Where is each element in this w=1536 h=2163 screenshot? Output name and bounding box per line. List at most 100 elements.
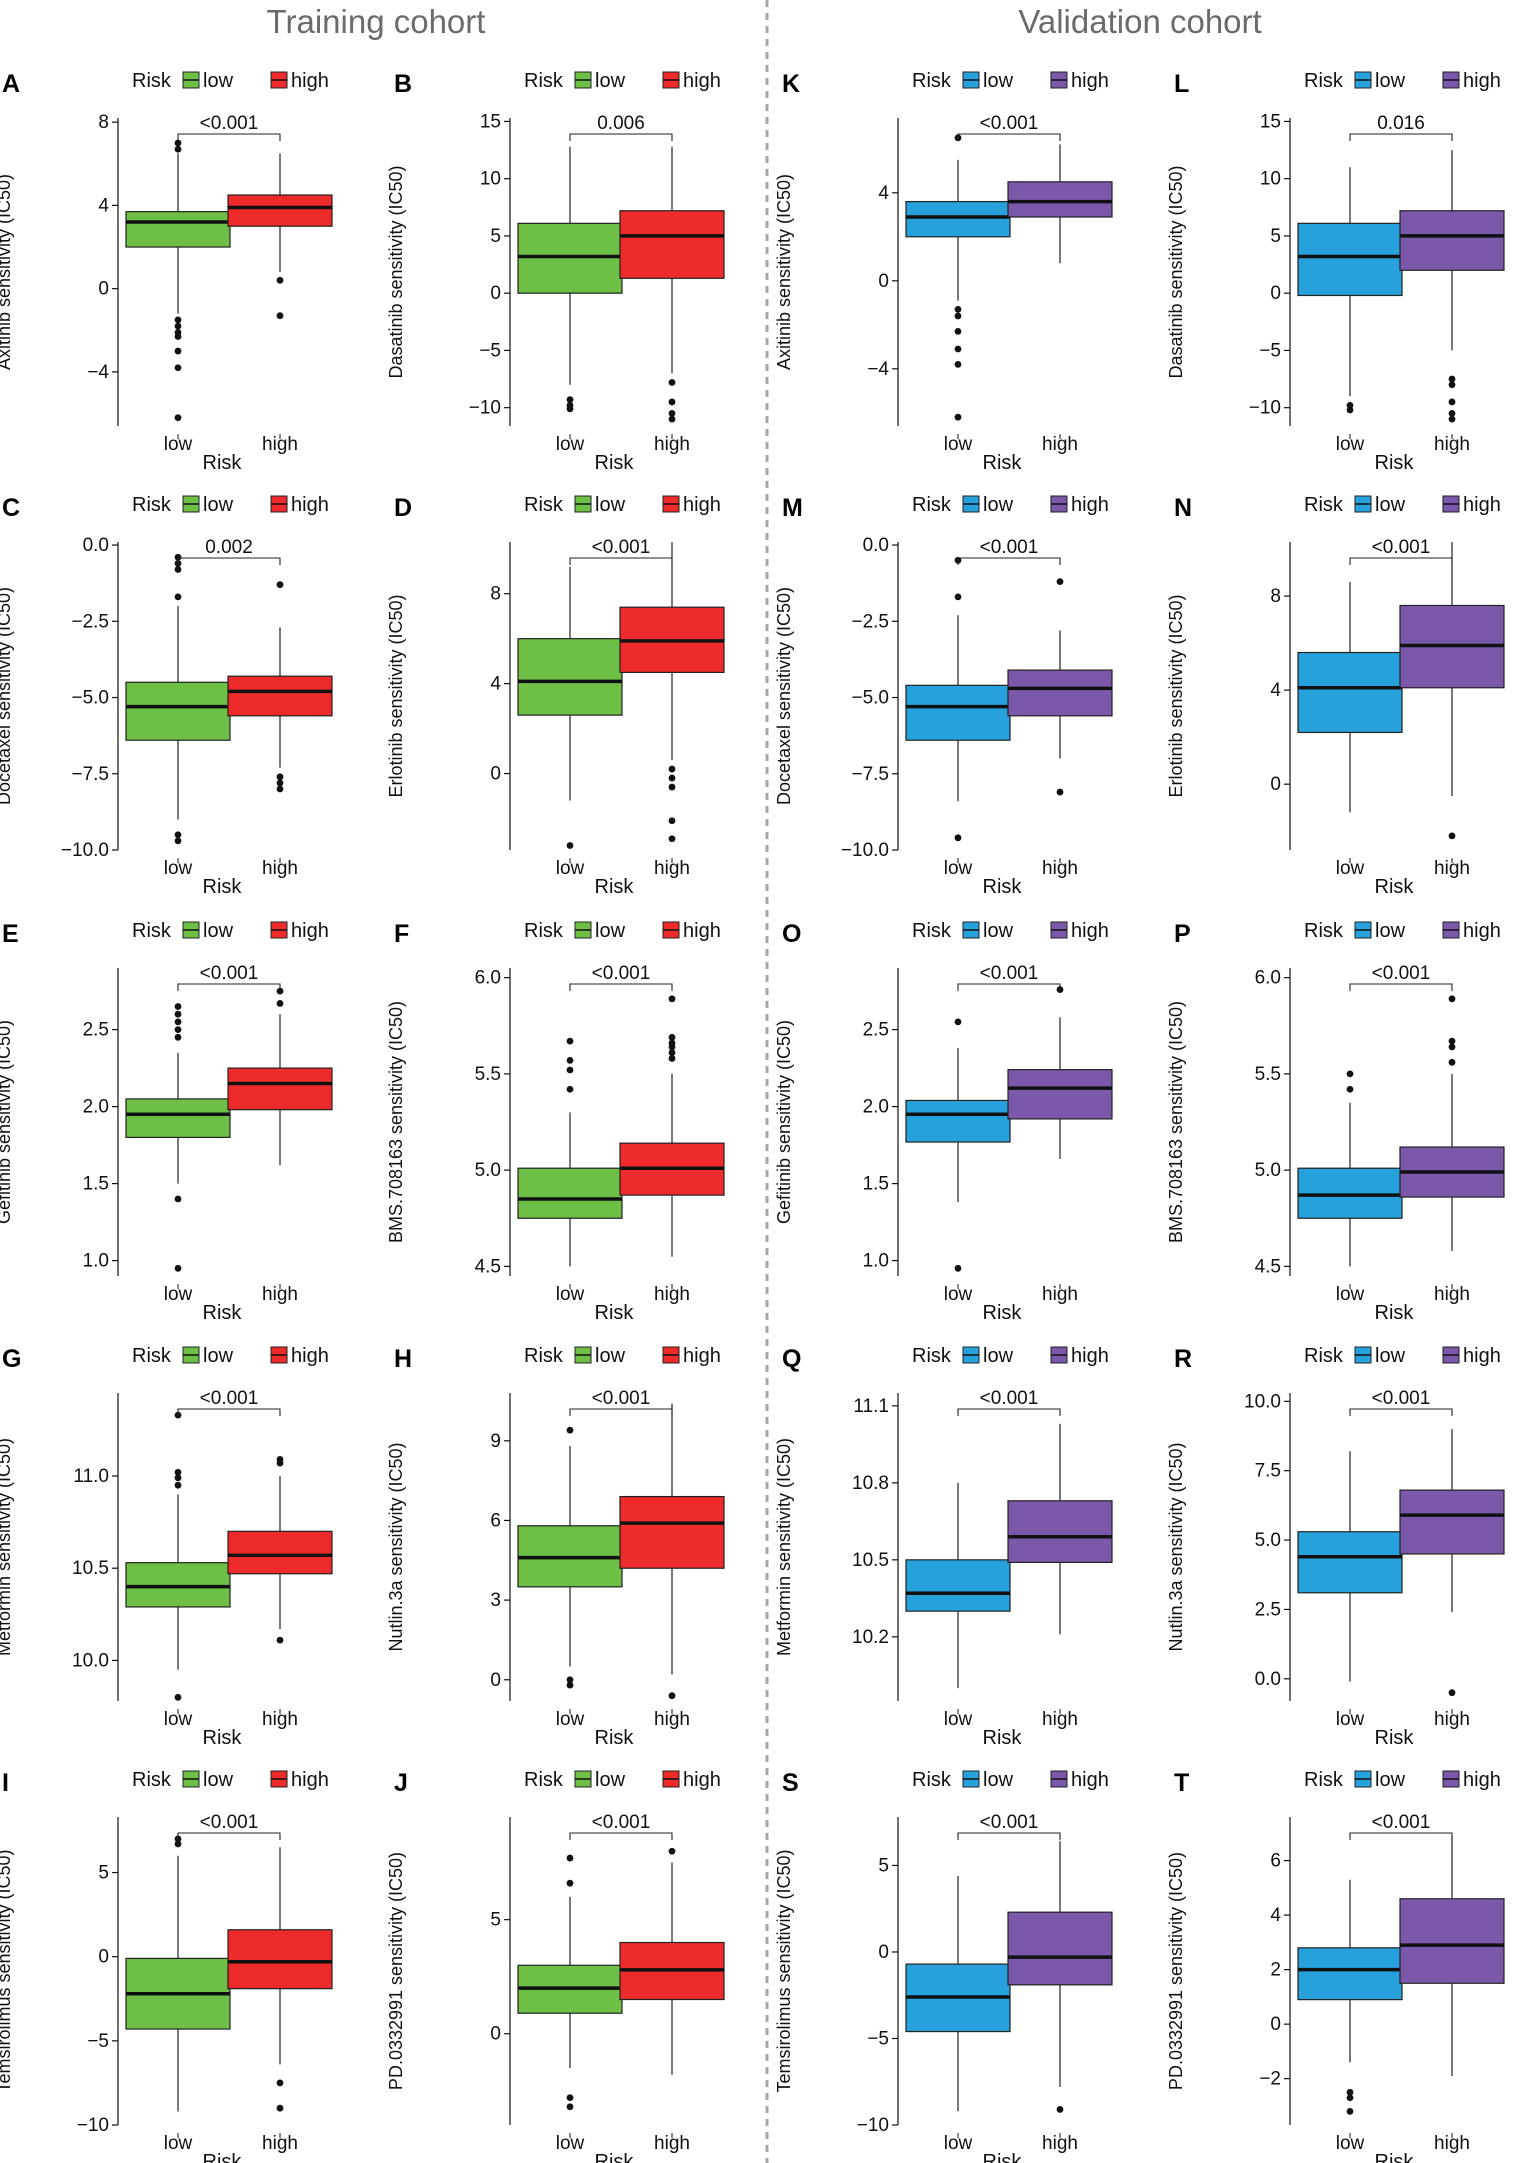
box-low bbox=[905, 1018, 1011, 1272]
box-low bbox=[1297, 1879, 1403, 2115]
significance-bracket bbox=[569, 1408, 673, 1416]
x-tick-label-high: high bbox=[1434, 2133, 1470, 2154]
y-tick-label: 6 bbox=[490, 1510, 501, 1531]
box-low bbox=[517, 1037, 623, 1267]
box-low bbox=[905, 1482, 1011, 1689]
y-axis-label: Dasatinib sensitivity (IC50) bbox=[1166, 165, 1186, 378]
legend-label-low: low bbox=[595, 1345, 626, 1367]
box-high bbox=[1399, 995, 1505, 1251]
outlier-point bbox=[276, 1459, 284, 1467]
outlier-point bbox=[174, 1003, 182, 1010]
legend-label-low: low bbox=[595, 494, 626, 516]
legend-title: Risk bbox=[912, 1345, 952, 1367]
y-axis-label: Metformin sensitivity (IC50) bbox=[0, 1438, 14, 1656]
y-tick-label: 10 bbox=[480, 169, 501, 190]
significance-bracket bbox=[957, 557, 1061, 565]
outlier-point bbox=[566, 1879, 574, 1887]
y-tick-label: 5 bbox=[98, 1863, 109, 1884]
x-axis-label: Risk bbox=[1375, 2151, 1415, 2163]
iqr-box bbox=[1007, 1911, 1113, 1986]
y-tick-label: 0 bbox=[490, 283, 501, 304]
p-value-label: 0.006 bbox=[597, 113, 645, 134]
x-axis-label: Risk bbox=[595, 1727, 635, 1749]
box-high bbox=[227, 1847, 333, 2112]
outlier-point bbox=[174, 364, 182, 372]
outlier-point bbox=[276, 2104, 284, 2112]
iqr-box bbox=[1399, 1898, 1505, 1984]
panel-label: F bbox=[394, 920, 409, 948]
p-value-label: <0.001 bbox=[980, 113, 1039, 134]
significance-bracket bbox=[569, 1832, 673, 1840]
x-tick-label-high: high bbox=[654, 858, 690, 879]
y-tick-label: −5 bbox=[87, 2031, 109, 2052]
iqr-box bbox=[227, 1067, 333, 1111]
y-axis-label: Gefitinib sensitivity (IC50) bbox=[774, 1020, 794, 1224]
y-axis-label: PD.0332991 sensitivity (IC50) bbox=[386, 1852, 406, 2090]
outlier-point bbox=[174, 553, 182, 561]
outlier-point bbox=[276, 581, 284, 589]
legend-label-low: low bbox=[983, 70, 1014, 92]
box-high bbox=[1399, 542, 1505, 840]
x-axis-label: Risk bbox=[203, 1727, 243, 1749]
panel-label: P bbox=[1174, 920, 1191, 948]
outlier-point bbox=[1056, 2106, 1064, 2113]
outlier-point bbox=[174, 831, 182, 839]
legend-label-low: low bbox=[983, 1345, 1014, 1367]
x-tick-label-high: high bbox=[654, 434, 690, 455]
panel-label: C bbox=[2, 494, 20, 522]
panel-label: J bbox=[394, 1769, 408, 1797]
legend-label-low: low bbox=[595, 920, 626, 942]
y-tick-label: 5.0 bbox=[475, 1160, 501, 1181]
y-tick-label: 2.0 bbox=[83, 1097, 109, 1118]
x-tick-label-low: low bbox=[944, 858, 973, 879]
y-tick-label: 8 bbox=[1270, 586, 1281, 607]
legend-label-high: high bbox=[291, 920, 329, 942]
box-high bbox=[1399, 150, 1505, 423]
outlier-point bbox=[668, 1055, 676, 1062]
legend-label-high: high bbox=[1463, 494, 1501, 516]
y-axis-label: Temsirolimus sensitivity (IC50) bbox=[774, 1849, 794, 2092]
outlier-point bbox=[1346, 2094, 1354, 2102]
y-tick-label: 10.5 bbox=[72, 1558, 109, 1579]
y-tick-label: 0 bbox=[98, 279, 109, 300]
outlier-point bbox=[174, 1026, 182, 1033]
legend-title: Risk bbox=[912, 1769, 952, 1791]
outlier-point bbox=[954, 312, 962, 320]
x-tick-label-high: high bbox=[1042, 434, 1078, 455]
box-low bbox=[1297, 167, 1403, 414]
box-high bbox=[619, 146, 725, 423]
x-tick-label-low: low bbox=[944, 434, 973, 455]
iqr-box bbox=[227, 1929, 333, 1990]
significance-bracket bbox=[569, 133, 673, 141]
box-low bbox=[125, 553, 231, 845]
legend-label-high: high bbox=[1463, 70, 1501, 92]
outlier-point bbox=[566, 396, 574, 404]
y-tick-label: 9 bbox=[490, 1431, 501, 1452]
outlier-point bbox=[566, 1676, 574, 1684]
p-value-label: 0.016 bbox=[1377, 113, 1425, 134]
p-value-label: <0.001 bbox=[200, 113, 259, 134]
x-tick-label-low: low bbox=[1336, 1709, 1365, 1730]
outlier-point bbox=[1448, 398, 1456, 406]
y-tick-label: −5 bbox=[867, 2028, 889, 2049]
x-axis-label: Risk bbox=[1375, 876, 1415, 898]
outlier-point bbox=[566, 2103, 574, 2111]
box-low bbox=[1297, 1070, 1403, 1267]
outlier-point bbox=[174, 593, 182, 601]
y-tick-label: 2.0 bbox=[863, 1097, 889, 1118]
legend-title: Risk bbox=[912, 70, 952, 92]
outlier-point bbox=[276, 987, 284, 995]
x-tick-label-high: high bbox=[1042, 1709, 1078, 1730]
legend-label-high: high bbox=[683, 494, 721, 516]
legend-label-high: high bbox=[1071, 70, 1109, 92]
significance-bracket bbox=[1349, 1408, 1453, 1416]
p-value-label: <0.001 bbox=[200, 963, 259, 984]
legend-label-high: high bbox=[1463, 1345, 1501, 1367]
outlier-point bbox=[174, 347, 182, 355]
significance-bracket bbox=[177, 983, 281, 991]
legend-title: Risk bbox=[524, 70, 564, 92]
